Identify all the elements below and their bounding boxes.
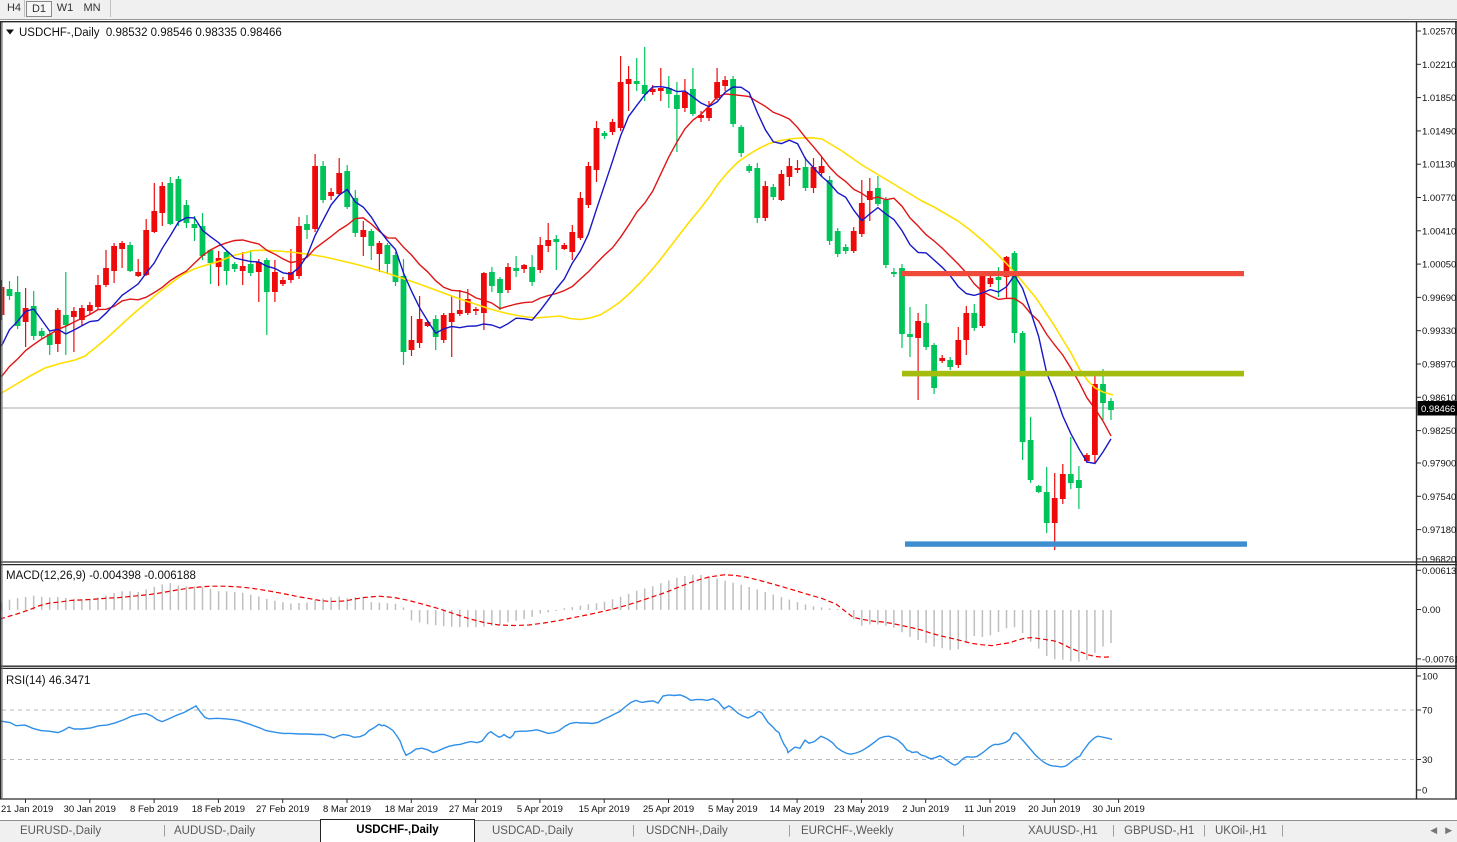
svg-text:21 Jan 2019: 21 Jan 2019 (1, 804, 53, 815)
svg-text:23 May 2019: 23 May 2019 (834, 804, 889, 815)
svg-text:5 May 2019: 5 May 2019 (708, 804, 758, 815)
svg-text:1.02210: 1.02210 (1422, 60, 1456, 71)
svg-text:USDCHF-,Daily 0.98532 0.98546: USDCHF-,Daily 0.98532 0.98546 0.98335 0.… (19, 27, 282, 39)
svg-text:0.97540: 0.97540 (1422, 492, 1456, 503)
svg-text:0.97180: 0.97180 (1422, 525, 1456, 536)
svg-text:0.99690: 0.99690 (1422, 293, 1456, 304)
svg-text:27 Feb 2019: 27 Feb 2019 (256, 804, 309, 815)
svg-text:8 Feb 2019: 8 Feb 2019 (130, 804, 178, 815)
svg-text:11 Jun 2019: 11 Jun 2019 (964, 804, 1016, 815)
svg-text:1.00410: 1.00410 (1422, 226, 1456, 237)
svg-text:2 Jun 2019: 2 Jun 2019 (902, 804, 949, 815)
svg-text:0: 0 (1422, 786, 1427, 797)
svg-text:0.98250: 0.98250 (1422, 426, 1456, 437)
svg-text:1.02570: 1.02570 (1422, 27, 1456, 38)
svg-text:MACD(12,26,9) -0.004398 -0.006: MACD(12,26,9) -0.004398 -0.006188 (6, 570, 196, 582)
svg-text:-0.00761: -0.00761 (1422, 654, 1457, 665)
svg-text:18 Feb 2019: 18 Feb 2019 (192, 804, 245, 815)
svg-text:RSI(14) 46.3471: RSI(14) 46.3471 (6, 675, 90, 687)
svg-text:0.98466: 0.98466 (1421, 404, 1455, 415)
svg-text:27 Mar 2019: 27 Mar 2019 (449, 804, 502, 815)
svg-text:8 Mar 2019: 8 Mar 2019 (323, 804, 371, 815)
svg-text:0.98970: 0.98970 (1422, 360, 1456, 371)
svg-text:15 Apr 2019: 15 Apr 2019 (579, 804, 630, 815)
svg-text:1.00050: 1.00050 (1422, 260, 1456, 271)
svg-text:5 Apr 2019: 5 Apr 2019 (517, 804, 563, 815)
svg-text:1.01490: 1.01490 (1422, 126, 1456, 137)
svg-text:20 Jun 2019: 20 Jun 2019 (1028, 804, 1080, 815)
svg-text:1.01130: 1.01130 (1422, 160, 1456, 171)
svg-text:14 May 2019: 14 May 2019 (770, 804, 825, 815)
svg-text:0.00613: 0.00613 (1422, 566, 1456, 577)
svg-text:100: 100 (1422, 672, 1438, 683)
svg-text:30 Jun 2019: 30 Jun 2019 (1092, 804, 1144, 815)
svg-text:30: 30 (1422, 755, 1433, 766)
svg-text:30 Jan 2019: 30 Jan 2019 (64, 804, 116, 815)
svg-text:0.99330: 0.99330 (1422, 326, 1456, 337)
svg-text:0.00: 0.00 (1422, 605, 1441, 616)
svg-text:0.97900: 0.97900 (1422, 459, 1456, 470)
svg-text:1.00770: 1.00770 (1422, 193, 1456, 204)
svg-text:1.01850: 1.01850 (1422, 93, 1456, 104)
svg-text:0.96820: 0.96820 (1422, 554, 1456, 565)
svg-text:18 Mar 2019: 18 Mar 2019 (385, 804, 438, 815)
svg-text:70: 70 (1422, 706, 1433, 717)
svg-text:25 Apr 2019: 25 Apr 2019 (643, 804, 694, 815)
